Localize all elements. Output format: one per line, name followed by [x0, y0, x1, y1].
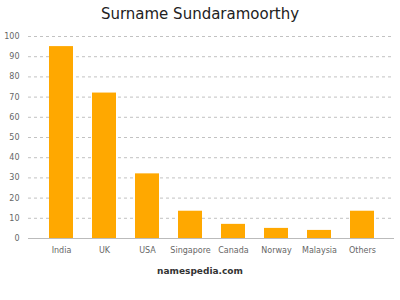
svg-text:Malaysia: Malaysia [302, 246, 337, 255]
svg-text:0: 0 [14, 234, 19, 243]
svg-text:20: 20 [9, 194, 19, 203]
svg-text:10: 10 [9, 214, 19, 223]
html-text:Surname Sundaramoorthy: Surname Sundaramoorthy [100, 5, 300, 23]
svg-text:India: India [52, 246, 72, 255]
html-text:namespedia.com: namespedia.com [157, 266, 243, 276]
svg-text:90: 90 [9, 52, 19, 61]
svg-text:80: 80 [9, 72, 19, 81]
svg-text:40: 40 [9, 153, 19, 162]
svg-text:30: 30 [9, 173, 19, 182]
svg-text:USA: USA [139, 246, 156, 255]
svg-text:100: 100 [4, 32, 19, 41]
svg-text:50: 50 [9, 133, 19, 142]
svg-text:60: 60 [9, 113, 19, 122]
svg-text:Norway: Norway [261, 246, 292, 255]
svg-text:Singapore: Singapore [170, 246, 210, 255]
svg-text:UK: UK [99, 246, 111, 255]
svg-text:Canada: Canada [218, 246, 249, 255]
svg-text:Others: Others [349, 246, 376, 255]
svg-text:70: 70 [9, 93, 19, 102]
